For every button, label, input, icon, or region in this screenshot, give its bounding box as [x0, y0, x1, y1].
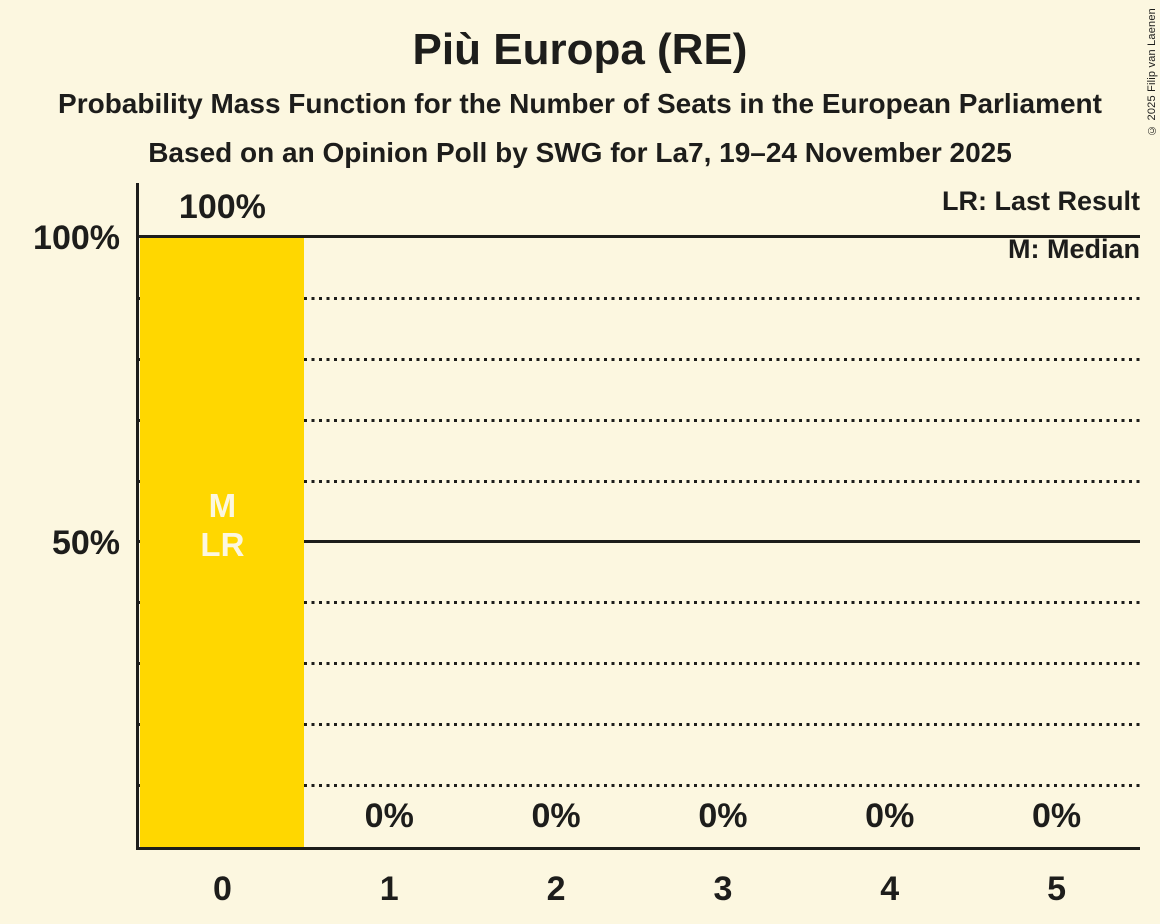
x-tick-label: 0: [212, 870, 232, 908]
gridline-solid-50: [139, 539, 1140, 543]
y-tick-label: 100%: [33, 219, 120, 257]
gridline-dotted-70: [139, 418, 1140, 422]
legend-last-result: LR: Last Result: [941, 186, 1140, 216]
bar-value-label: 0%: [698, 797, 748, 835]
bar-value-label: 0%: [364, 797, 414, 835]
x-tick-label: 1: [379, 870, 399, 908]
x-tick-label: 5: [1047, 870, 1067, 908]
gridline-dotted-10: [139, 784, 1140, 788]
chart-title: Più Europa (RE): [412, 25, 748, 74]
gridline-dotted-60: [139, 479, 1140, 483]
bar-annotation-line: M: [208, 487, 237, 524]
x-tick-label: 4: [880, 870, 900, 908]
gridline-dotted-20: [139, 723, 1140, 727]
chart-subtitle: Probability Mass Function for the Number…: [58, 88, 1102, 119]
legend-median: M: Median: [1008, 234, 1140, 264]
gridline-dotted-40: [139, 601, 1140, 605]
y-axis-line: [136, 183, 139, 850]
bar-annotation-median-lr: M LR: [140, 486, 304, 564]
bar-value-label: 100%: [178, 188, 266, 226]
x-tick-label: 2: [546, 870, 566, 908]
gridline-dotted-90: [139, 296, 1140, 300]
bar-annotation-line: LR: [200, 526, 245, 563]
gridline-dotted-80: [139, 357, 1140, 361]
x-tick-label: 3: [713, 870, 733, 908]
x-axis-line: [136, 847, 1140, 850]
gridline-dotted-30: [139, 662, 1140, 666]
bar-seats-0: [140, 238, 305, 847]
bar-value-label: 0%: [1032, 797, 1082, 835]
gridline-solid-100: [139, 235, 1140, 238]
chart-source-line: Based on an Opinion Poll by SWG for La7,…: [148, 137, 1012, 168]
bar-value-label: 0%: [531, 797, 581, 835]
y-tick-label: 50%: [51, 523, 120, 562]
bar-value-label: 0%: [865, 797, 915, 835]
